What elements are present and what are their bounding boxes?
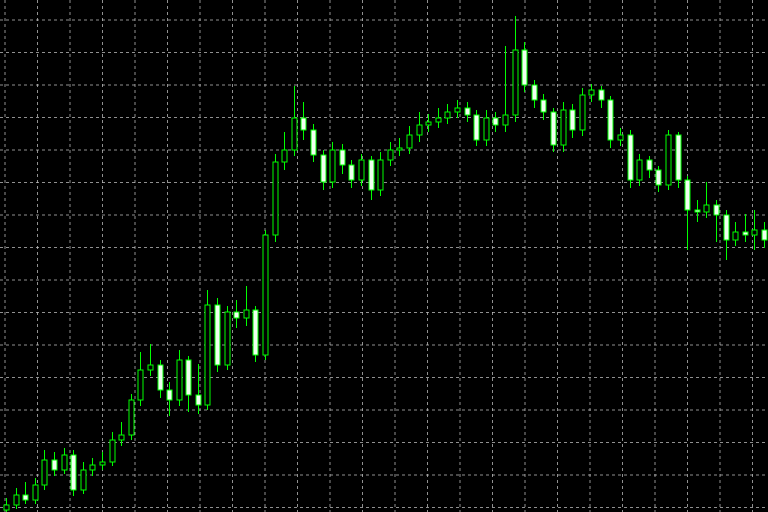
candle-body	[416, 124, 423, 136]
candle-body	[617, 134, 624, 141]
candle-body	[454, 107, 461, 113]
candle-body	[214, 304, 221, 366]
candle-body	[137, 369, 144, 401]
candle-body	[291, 117, 298, 151]
candle-body	[646, 159, 653, 171]
candle-body	[435, 117, 442, 123]
candle-body	[665, 134, 672, 186]
candle-body	[339, 149, 346, 166]
candle-body	[147, 364, 154, 371]
candle-body	[598, 89, 605, 101]
candle-body	[627, 134, 634, 181]
candle-body	[185, 359, 192, 396]
candle-body	[723, 214, 730, 241]
candle-body	[41, 459, 48, 486]
candle-body	[377, 159, 384, 191]
candle-body	[99, 461, 106, 466]
candle-body	[329, 149, 336, 183]
candle-body	[272, 161, 279, 236]
candle-body	[224, 311, 231, 366]
candle-body	[473, 114, 480, 141]
candle-body	[32, 484, 39, 501]
candle-body	[560, 109, 567, 146]
candle-body	[80, 469, 87, 491]
candle-body	[521, 49, 528, 86]
candle-body	[51, 459, 58, 471]
candle-body	[262, 234, 269, 356]
candle-body	[128, 399, 135, 436]
candle-body	[703, 204, 710, 213]
candle-body	[569, 109, 576, 131]
candle-body	[483, 117, 490, 141]
candle-body	[550, 111, 557, 146]
candle-body	[684, 179, 691, 211]
candle-body	[157, 364, 164, 391]
candle-body	[464, 107, 471, 116]
candle-body	[396, 147, 403, 151]
candle-body	[713, 204, 720, 216]
candle-body	[195, 394, 202, 406]
candle-body	[531, 84, 538, 101]
candle-body	[636, 159, 643, 181]
candle-body	[655, 169, 662, 186]
candle-body	[233, 311, 240, 319]
candle-body	[61, 454, 68, 471]
candle-body	[492, 117, 499, 126]
candle-body	[675, 134, 682, 181]
candle-body	[588, 89, 595, 96]
candle-body	[751, 229, 758, 236]
candle-body	[118, 434, 125, 441]
candle-body	[320, 154, 327, 183]
candle-body	[406, 134, 413, 149]
candle-body	[252, 309, 259, 356]
candle-body	[512, 49, 519, 116]
candle-body	[358, 159, 365, 181]
candle-body	[281, 149, 288, 163]
candle-body	[166, 389, 173, 401]
candle-body	[310, 129, 317, 156]
candle-body	[300, 117, 307, 131]
candle-body	[607, 99, 614, 141]
candle-body	[368, 159, 375, 191]
candle-body	[22, 494, 29, 501]
candle-body	[243, 309, 250, 319]
candle-body	[579, 94, 586, 131]
candle-body	[540, 99, 547, 113]
candle-body	[444, 111, 451, 119]
candle-body	[502, 114, 509, 126]
candle-body	[387, 149, 394, 161]
candle-body	[348, 164, 355, 181]
candle-body	[89, 464, 96, 471]
candle-body	[732, 231, 739, 241]
candle-body	[70, 454, 77, 491]
candle-body	[694, 209, 701, 213]
candle-body	[109, 439, 116, 463]
candle-body	[425, 121, 432, 126]
candle-body	[742, 231, 749, 236]
candles	[3, 16, 768, 512]
candle-body	[761, 229, 768, 241]
candle-body	[176, 359, 183, 401]
candle-body	[204, 304, 211, 406]
candle-body	[13, 494, 20, 506]
candle-body	[3, 504, 10, 511]
